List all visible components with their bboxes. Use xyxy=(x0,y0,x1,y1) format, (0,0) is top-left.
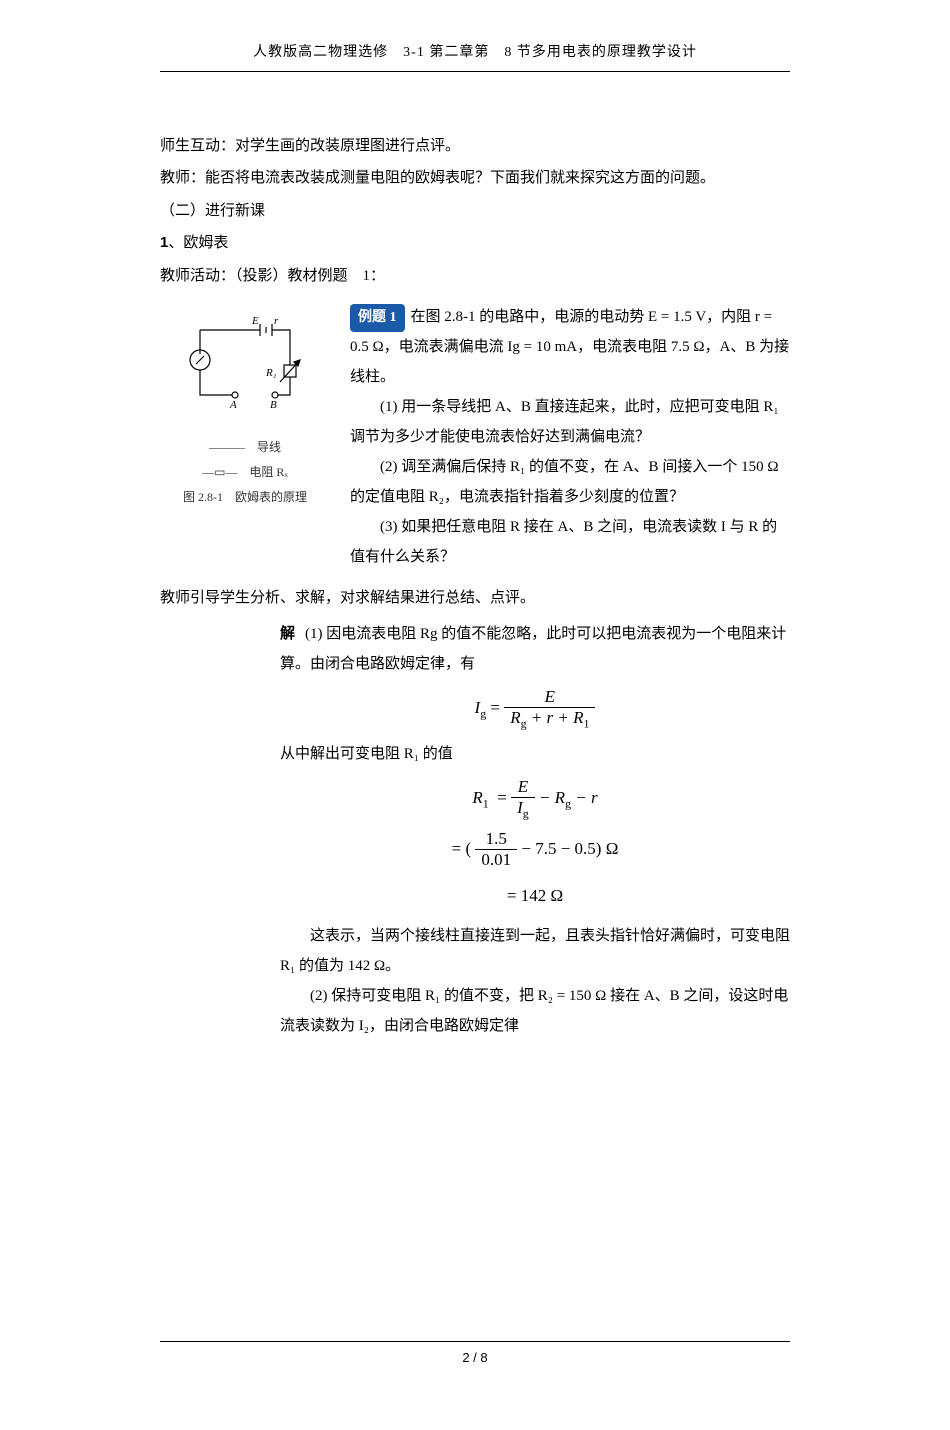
svg-text:A: A xyxy=(229,399,237,411)
page-header: 人教版高二物理选修 3-1 第二章第 8 节多用电表的原理教学设计 xyxy=(160,40,790,72)
section-heading: 1、欧姆表 xyxy=(160,229,790,258)
circuit-diagram-icon: E r R₁ A B xyxy=(180,310,310,430)
formula-r1-1: R1 = E Ig − Rg − r xyxy=(280,777,790,821)
svg-text:E: E xyxy=(251,315,259,327)
formula-r1-3: = 142 Ω xyxy=(280,879,790,913)
paragraph: （二）进行新课 xyxy=(160,197,790,226)
example-q3: (3) 如果把任意电阻 R 接在 A、B 之间，电流表读数 I 与 R 的值有什… xyxy=(350,512,790,572)
figure-caption: 图 2.8-1 欧姆表的原理 xyxy=(160,486,330,509)
example-q1: (1) 用一条导线把 A、B 直接连起来，此时，应把可变电阻 R₁ 调节为多少才… xyxy=(350,392,790,452)
svg-text:r: r xyxy=(274,315,279,327)
circuit-figure: E r R₁ A B ——— 导线 —▭— 电阻 Rₓ 图 2.8-1 欧姆表的… xyxy=(160,302,330,508)
solution-text: 从中解出可变电阻 R₁ 的值 xyxy=(280,739,790,769)
paragraph: 教师：能否将电流表改装成测量电阻的欧姆表呢？下面我们就来探究这方面的问题。 xyxy=(160,164,790,193)
solution-text: (1) 因电流表电阻 Rg 的值不能忽略，此时可以把电流表视为一个电阻来计算。由… xyxy=(280,626,786,672)
example-lead-text: 在图 2.8-1 的电路中，电源的电动势 E = 1.5 V，内阻 r = 0.… xyxy=(350,309,789,385)
solution-text: (2) 保持可变电阻 R₁ 的值不变，把 R₂ = 150 Ω 接在 A、B 之… xyxy=(280,981,790,1041)
paragraph: 教师活动：（投影）教材例题 1： xyxy=(160,262,790,291)
circuit-wire-label: ——— 导线 xyxy=(160,436,330,459)
formula-r1-2: = ( 1.5 0.01 − 7.5 − 0.5) Ω xyxy=(280,829,790,871)
solution-line: 解(1) 因电流表电阻 Rg 的值不能忽略，此时可以把电流表视为一个电阻来计算。… xyxy=(280,619,790,679)
solution-label: 解 xyxy=(280,626,295,642)
example-badge: 例题 1 xyxy=(350,304,405,332)
example-lead: 例题 1在图 2.8-1 的电路中，电源的电动势 E = 1.5 V，内阻 r … xyxy=(350,302,790,392)
formula-ig: Ig = E Rg + r + R1 xyxy=(280,687,790,731)
solution-text: 这表示，当两个接线柱直接连到一起，且表头指针恰好满偏时，可变电阻 R₁ 的值为 … xyxy=(280,921,790,981)
paragraph: 教师引导学生分析、求解，对求解结果进行总结、点评。 xyxy=(160,584,790,613)
svg-text:B: B xyxy=(270,399,277,411)
section-title: 、欧姆表 xyxy=(168,235,228,251)
circuit-resistor-label: —▭— 电阻 Rₓ xyxy=(160,461,330,484)
paragraph: 师生互动：对学生画的改装原理图进行点评。 xyxy=(160,132,790,161)
svg-text:R₁: R₁ xyxy=(265,367,277,379)
example-q2: (2) 调至满偏后保持 R₁ 的值不变，在 A、B 间接入一个 150 Ω 的定… xyxy=(350,452,790,512)
